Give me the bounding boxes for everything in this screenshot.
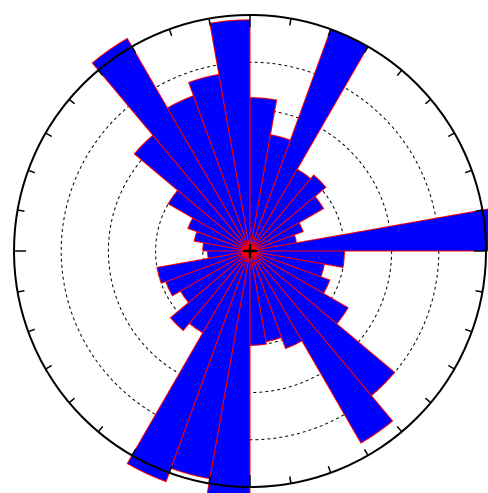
tick-120: [447, 364, 455, 370]
tick-200: [168, 465, 173, 474]
tick-230: [68, 397, 76, 404]
tick-310: [68, 98, 76, 105]
bar-180-190: [206, 250, 251, 493]
tick-160: [327, 465, 332, 474]
bar-250-260: [156, 250, 251, 284]
tick-20: [327, 28, 332, 37]
tick-340: [168, 28, 173, 37]
tick-100: [475, 290, 483, 293]
bar-150-160: [249, 250, 303, 350]
tick-50: [424, 98, 432, 105]
tick-290: [27, 169, 36, 174]
tick-30: [363, 46, 369, 54]
tick-80: [475, 209, 483, 212]
tick-110: [464, 328, 473, 333]
tick-190: [208, 476, 211, 484]
tick-260: [17, 290, 25, 293]
tick-10: [289, 18, 292, 26]
tick-250: [27, 328, 36, 333]
axis: [13, 14, 487, 488]
tick-40: [396, 69, 403, 77]
tick-170: [289, 476, 292, 484]
bars: [91, 19, 488, 493]
tick-330: [131, 46, 137, 54]
bar-60-70: [249, 221, 304, 252]
bar-50-60: [249, 195, 325, 252]
tick-240: [45, 364, 53, 370]
bar-40-50: [249, 174, 327, 252]
tick-70: [464, 169, 473, 174]
tick-300: [45, 132, 53, 138]
bar-140-150: [249, 250, 394, 444]
tick-220: [97, 425, 104, 433]
tick-350: [208, 18, 211, 26]
bar-220-230: [169, 250, 251, 332]
tick-130: [424, 397, 432, 404]
tick-320: [97, 69, 104, 77]
tick-150: [363, 448, 369, 456]
bar-320-330: [91, 37, 251, 252]
bar-200-210: [126, 250, 251, 483]
bar-80-90: [249, 208, 488, 252]
tick-210: [131, 448, 137, 456]
tick-280: [17, 209, 25, 212]
tick-140: [396, 425, 403, 433]
tick-60: [447, 132, 455, 138]
